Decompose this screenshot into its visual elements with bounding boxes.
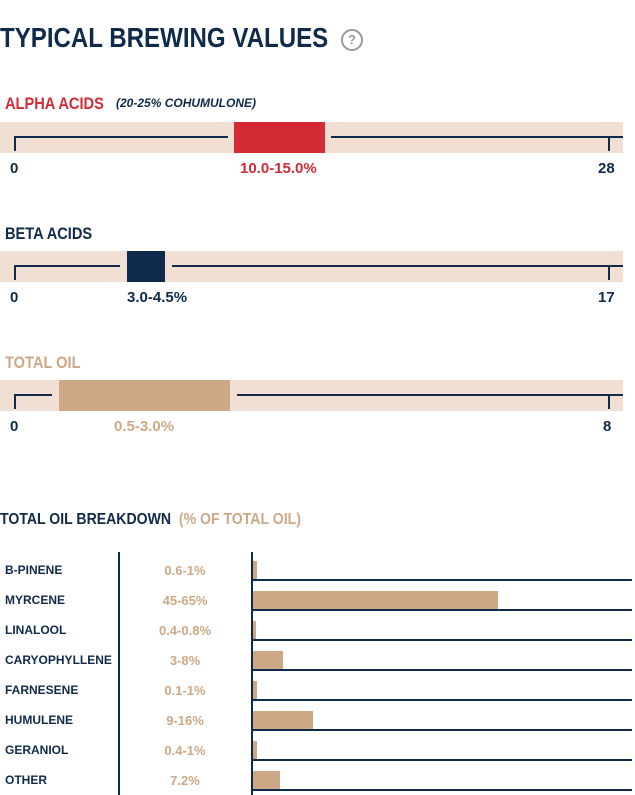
total-oil-label: TOTAL OIL — [5, 353, 81, 372]
oil-row-bar — [253, 651, 283, 671]
oil-row-bar — [253, 621, 256, 641]
total-oil-tick-min — [14, 395, 16, 409]
alpha-acids-range: 10.0-15.0% — [240, 160, 317, 177]
oil-row-name: CARYOPHYLLENE — [5, 653, 112, 667]
oil-row-line — [252, 729, 632, 731]
beta-acids-max: 17 — [598, 289, 615, 306]
total-oil-range: 0.5-3.0% — [114, 418, 175, 435]
oil-row-value: 9-16% — [166, 713, 204, 728]
oil-row-line — [252, 579, 632, 581]
total-oil-line-left — [14, 394, 52, 396]
oil-row-name: OTHER — [5, 773, 47, 787]
breakdown-title: TOTAL OIL BREAKDOWN (% OF TOTAL OIL) — [0, 511, 301, 529]
total-oil-range-bar — [59, 380, 230, 411]
alpha-acids-range-bar — [234, 122, 325, 153]
oil-row-bar — [253, 771, 280, 791]
oil-row-name: FARNESENE — [5, 683, 79, 697]
breakdown-divider-left — [118, 552, 120, 795]
beta-acids-min: 0 — [10, 289, 19, 306]
alpha-acids-tick-min — [14, 137, 16, 151]
oil-row-value: 45-65% — [162, 593, 208, 608]
breakdown-title-text: TOTAL OIL BREAKDOWN — [0, 511, 172, 528]
page-title: TYPICAL BREWING VALUES — [0, 22, 329, 53]
oil-row-value: 3-8% — [169, 653, 201, 668]
oil-row-line — [252, 789, 632, 791]
oil-row-name: HUMULENE — [5, 713, 73, 727]
oil-row-name: LINALOOL — [5, 623, 67, 637]
alpha-acids-tick-max — [608, 137, 610, 151]
total-oil-line-right — [237, 394, 623, 396]
total-oil-min: 0 — [10, 418, 19, 435]
oil-row-name: GERANIOL — [5, 743, 69, 757]
oil-row-line — [252, 639, 632, 641]
oil-row-line — [252, 669, 632, 671]
oil-row-line — [252, 699, 632, 701]
oil-row-line — [252, 759, 632, 761]
beta-acids-label: BETA ACIDS — [5, 224, 93, 243]
oil-row-name: MYRCENE — [5, 593, 66, 607]
alpha-acids-note: (20-25% COHUMULONE) — [116, 96, 257, 110]
alpha-acids-min: 0 — [10, 160, 19, 177]
beta-acids-range-bar — [127, 251, 165, 282]
breakdown-divider-right — [251, 552, 253, 795]
beta-acids-tick-min — [14, 266, 16, 280]
alpha-acids-line-left — [14, 136, 228, 138]
oil-row-value: 0.1-1% — [164, 683, 206, 698]
alpha-acids-label: ALPHA ACIDS — [5, 94, 104, 113]
oil-row-value: 0.4-1% — [164, 743, 206, 758]
alpha-acids-max: 28 — [598, 160, 615, 177]
oil-row-bar — [253, 741, 257, 761]
oil-row-bar — [253, 561, 257, 581]
oil-row-line — [252, 609, 632, 611]
breakdown-subtitle: (% OF TOTAL OIL) — [178, 511, 301, 528]
total-oil-tick-max — [608, 395, 610, 409]
oil-row-value: 7.2% — [170, 773, 200, 788]
alpha-acids-line-right — [331, 136, 623, 138]
help-icon[interactable]: ? — [341, 29, 363, 51]
beta-acids-line-left — [14, 265, 120, 267]
oil-row-value: 0.4-0.8% — [158, 623, 212, 638]
oil-row-name: B-PINENE — [5, 563, 63, 577]
total-oil-max: 8 — [603, 418, 612, 435]
beta-acids-tick-max — [608, 266, 610, 280]
oil-row-value: 0.6-1% — [164, 563, 206, 578]
oil-row-bar — [253, 711, 313, 731]
beta-acids-range: 3.0-4.5% — [127, 289, 188, 306]
beta-acids-line-right — [172, 265, 623, 267]
oil-row-bar — [253, 591, 498, 611]
oil-row-bar — [253, 681, 257, 701]
